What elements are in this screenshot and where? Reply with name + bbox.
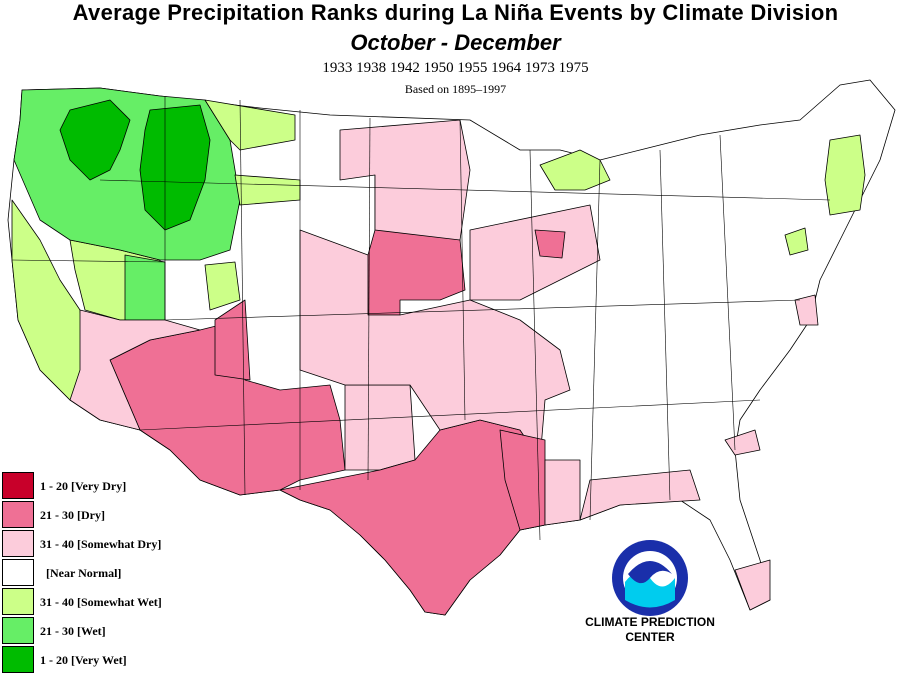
legend-label: 1 - 20 [Very Dry] [40, 479, 127, 493]
legend-label: 31 - 40 [Somewhat Wet] [40, 595, 162, 609]
map-title: Average Precipitation Ranks during La Ni… [72, 0, 839, 25]
legend-item-dry: 21 - 30 [Dry] [2, 501, 222, 530]
region-texas-dry [279, 419, 546, 616]
legend-item-wet: 21 - 30 [Wet] [2, 617, 222, 646]
legend-swatch [2, 588, 34, 615]
region-plains-somewhat-dry [339, 119, 471, 241]
legend-item-somewhat-dry: 31 - 40 [Somewhat Dry] [2, 530, 222, 559]
region-wyoming-somewhat-wet [234, 174, 301, 206]
legend-label: 21 - 30 [Dry] [40, 508, 105, 522]
region-florida-somewhat-dry [734, 559, 771, 611]
region-pennsylvania-wet [784, 227, 809, 256]
cpc-credit-line2: CENTER [625, 630, 675, 644]
legend-swatch [2, 472, 34, 499]
event-years: 1933 1938 1942 1950 1955 1964 1973 1975 [322, 60, 589, 76]
region-midwest-somewhat-dry [469, 204, 601, 301]
region-utah-dry [214, 299, 251, 381]
cpc-credit: CLIMATE PREDICTION CENTER [570, 615, 730, 645]
region-colorado-somewhat-wet [204, 261, 241, 311]
region-iowa-dry [534, 229, 566, 259]
noaa-logo [612, 540, 688, 616]
map-legend: 1 - 20 [Very Dry] 21 - 30 [Dry] 31 - 40 … [2, 472, 222, 675]
cpc-credit-line1: CLIMATE PREDICTION [585, 615, 715, 629]
legend-swatch [2, 617, 34, 644]
region-california-somewhat-dry [69, 309, 201, 431]
legend-swatch [2, 559, 34, 586]
map-subtitle: October - December [350, 30, 561, 55]
legend-item-very-dry: 1 - 20 [Very Dry] [2, 472, 222, 501]
legend-label: 21 - 30 [Wet] [40, 624, 106, 638]
region-montana-very-wet [139, 104, 211, 231]
state-borders [11, 96, 831, 541]
region-nevada-wet [124, 254, 166, 321]
region-central-somewhat-dry [299, 229, 571, 461]
map-regions [7, 79, 896, 616]
legend-item-somewhat-wet: 31 - 40 [Somewhat Wet] [2, 588, 222, 617]
legend-label: 31 - 40 [Somewhat Dry] [40, 537, 162, 551]
legend-label: 1 - 20 [Very Wet] [40, 653, 127, 667]
legend-item-very-wet: 1 - 20 [Very Wet] [2, 646, 222, 675]
region-louisiana-somewhat-dry [544, 459, 581, 526]
region-idaho-very-wet [59, 99, 131, 181]
region-maryland-somewhat-dry [794, 294, 819, 326]
baseline-period: Based on 1895–1997 [404, 82, 507, 96]
legend-swatch [2, 501, 34, 528]
legend-item-near-normal: [Near Normal] [2, 559, 222, 588]
legend-swatch [2, 530, 34, 557]
region-newmexico-somewhat-dry [344, 384, 416, 471]
region-montana-somewhat-wet [204, 99, 296, 151]
legend-label: [Near Normal] [46, 566, 122, 580]
region-newengland-somewhat-wet [824, 134, 866, 216]
region-georgia-somewhat-dry [579, 469, 701, 521]
legend-swatch [2, 646, 34, 673]
region-michigan-somewhat-wet [539, 149, 611, 191]
region-carolina-somewhat-dry [724, 429, 761, 456]
